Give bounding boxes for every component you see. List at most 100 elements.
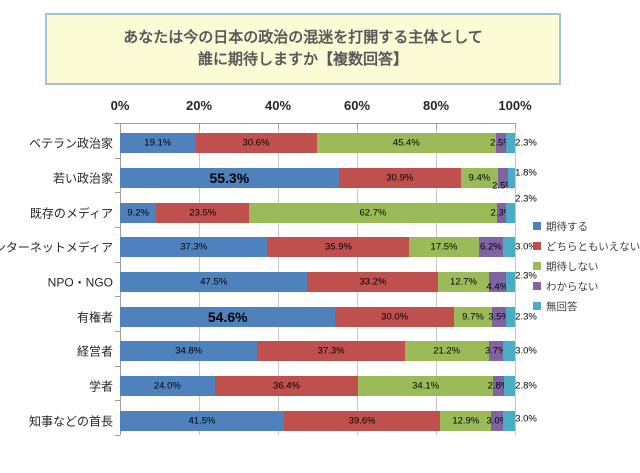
bar-data-label: 36.4% — [273, 380, 300, 392]
bar-segment-3 — [453, 306, 493, 327]
legend-label: 期待する — [546, 220, 588, 233]
bar-segment-1 — [120, 237, 268, 258]
bar-data-label: 12.7% — [450, 276, 477, 288]
bar-segment-2 — [156, 202, 250, 223]
x-axis-tick-mark — [199, 123, 200, 129]
bar-data-label: 45.4% — [392, 137, 420, 149]
x-axis-tick-mark — [515, 123, 516, 129]
bar-segment-2 — [195, 133, 317, 154]
bar-segment-5 — [505, 272, 515, 292]
bar-data-label: 6.2% — [480, 241, 502, 253]
bar-segment-5 — [503, 237, 515, 258]
x-axis-tick-mark — [436, 123, 437, 129]
bar-segment-4 — [496, 202, 506, 223]
category-label: 経営者 — [76, 344, 113, 359]
x-axis-tick-mark — [278, 123, 279, 129]
legend-swatch-icon — [533, 282, 541, 290]
bar-segment-1 — [120, 272, 308, 292]
bar-data-label: 4.4% — [486, 281, 509, 293]
bar-data-label: 2.8% — [515, 380, 537, 392]
bar-segment-4 — [492, 376, 504, 396]
bar-data-label: 3.7% — [485, 345, 507, 357]
bar-data-label: 55.3% — [209, 170, 250, 186]
bar-data-label: 3.0% — [515, 241, 537, 253]
bar-data-label: 17.5% — [430, 241, 458, 253]
bar-data-label: 47.5% — [200, 276, 228, 288]
bar-segment-4 — [496, 133, 506, 154]
legend-label: 無回答 — [546, 300, 578, 313]
bar-segment-5 — [507, 168, 515, 188]
bar-data-label: 9.4% — [468, 172, 491, 184]
x-axis-tick-mark — [357, 123, 358, 129]
bar-data-label: 19.1% — [144, 137, 172, 149]
x-axis-line — [114, 123, 515, 124]
bar-data-label: 39.6% — [348, 415, 376, 427]
bar-data-label: 30.9% — [386, 172, 414, 184]
bar-segment-5 — [505, 202, 515, 223]
y-axis-tick-mark — [115, 435, 120, 436]
bar-data-label: 33.2% — [359, 276, 387, 288]
bar-segment-3 — [358, 376, 493, 396]
bar-segment-2 — [267, 237, 410, 258]
chart-title-line2: 誰に期待しますか【複数回答】 — [197, 51, 408, 68]
bar-segment-5 — [505, 133, 515, 154]
gridline-vertical — [515, 123, 516, 435]
category-label: 学者 — [88, 379, 113, 394]
bar-data-label: 30.6% — [242, 137, 270, 149]
bar-data-label: 3.0% — [515, 345, 537, 357]
bar-segment-1 — [120, 376, 215, 396]
category-label: 知事などの首長 — [28, 414, 113, 429]
legend-label: どちらともいえない — [546, 240, 640, 253]
x-axis-tick-label: 80% — [422, 98, 450, 113]
y-axis-tick-mark — [115, 400, 120, 402]
bar-segment-3 — [409, 237, 479, 258]
x-axis-tick-label: 20% — [185, 98, 213, 113]
x-axis-tick-label: 60% — [343, 98, 371, 113]
bar-segment-2 — [214, 376, 359, 396]
bar-segment-4 — [488, 341, 504, 362]
bar-segment-5 — [503, 341, 515, 362]
bar-data-label: 62.7% — [359, 207, 387, 219]
bar-data-label: 2.3% — [515, 193, 537, 205]
bar-data-label: 37.3% — [180, 241, 208, 253]
bar-data-label: 34.1% — [412, 380, 440, 392]
category-label: 有権者 — [76, 310, 113, 325]
bar-data-label: 3.0% — [486, 415, 509, 427]
legend-item: 期待する — [533, 219, 588, 233]
bar-segment-2 — [335, 306, 454, 327]
category-label: インターネットメディア — [0, 240, 113, 255]
category-label: 既存のメディア — [29, 206, 113, 221]
y-axis-tick-mark — [115, 192, 120, 194]
bar-segment-1 — [120, 306, 336, 327]
bar-segment-5 — [503, 376, 515, 396]
y-axis-tick-mark — [115, 261, 120, 263]
bar-data-label: 34.8% — [175, 345, 203, 357]
category-label: 若い政治家 — [52, 171, 113, 186]
bar-data-label: 9.7% — [462, 311, 484, 323]
bar-data-label: 41.5% — [188, 415, 216, 427]
bar-segment-3 — [460, 168, 498, 188]
bar-data-label: 35.9% — [324, 241, 352, 253]
bar-data-label: 2.5% — [490, 137, 512, 149]
bar-segment-5 — [503, 410, 515, 431]
chart-title-box: あなたは今の日本の政治の混迷を打開する主体として 誰に期待しますか【複数回答】 — [45, 13, 561, 85]
bar-data-label: 1.8% — [515, 167, 537, 179]
bar-data-label: 2.3% — [515, 137, 537, 149]
bar-data-label: 21.2% — [433, 345, 461, 357]
legend-item: どちらともいえない — [533, 239, 640, 253]
y-axis-tick-mark — [115, 365, 120, 367]
legend-swatch-icon — [533, 262, 541, 270]
bar-data-label: 54.6% — [207, 308, 248, 325]
bar-segment-4 — [497, 168, 508, 188]
bar-segment-2 — [338, 168, 461, 188]
legend-item: わからない — [533, 279, 599, 293]
category-label: ベテラン政治家 — [28, 136, 113, 151]
y-axis-tick-mark — [115, 296, 120, 298]
x-axis-tick-label: 40% — [264, 98, 292, 113]
bar-segment-3 — [440, 410, 492, 431]
legend-swatch-icon — [533, 222, 541, 230]
y-axis-tick-mark — [115, 227, 120, 228]
chart-title-line1: あなたは今の日本の政治の混迷を打開する主体として — [123, 28, 483, 46]
bar-segment-1 — [120, 168, 339, 188]
legend-swatch-icon — [533, 242, 541, 250]
